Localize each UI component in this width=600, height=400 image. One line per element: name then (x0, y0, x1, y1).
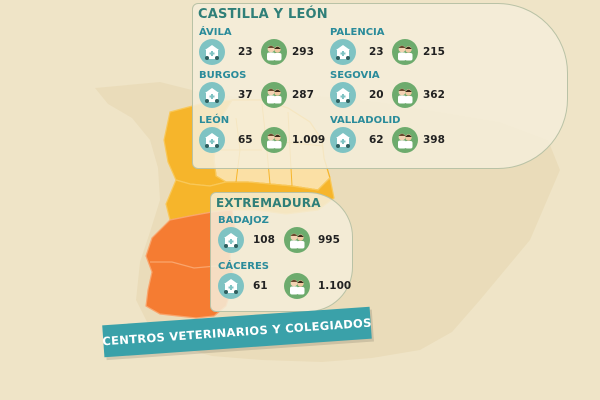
province-label: CÁCERES (218, 261, 269, 272)
veterinary-clinic-icon (330, 82, 356, 108)
province-label: PALENCIA (330, 27, 385, 38)
colegiados-count: 215 (423, 46, 445, 58)
province-label: VALLADOLID (330, 115, 401, 126)
veterinary-clinic-icon (330, 39, 356, 65)
province-label: BURGOS (199, 70, 247, 81)
veterinarians-icon (392, 39, 418, 65)
centros-count: 23 (238, 46, 253, 58)
veterinarians-icon (261, 127, 287, 153)
centros-count: 65 (238, 134, 253, 146)
veterinary-clinic-icon (218, 227, 244, 253)
centros-count: 20 (369, 89, 384, 101)
veterinary-clinic-icon (330, 127, 356, 153)
castilla-leon-panel: CASTILLA Y LEÓN (192, 3, 568, 169)
veterinarians-icon (261, 82, 287, 108)
province-label: LEÓN (199, 115, 230, 126)
province-label: ÁVILA (199, 27, 232, 38)
veterinary-clinic-icon (218, 273, 244, 299)
colegiados-count: 995 (318, 234, 340, 246)
centros-count: 23 (369, 46, 384, 58)
veterinarians-icon (261, 39, 287, 65)
colegiados-count: 1.100 (318, 280, 352, 292)
centros-count: 61 (253, 280, 268, 292)
colegiados-count: 287 (292, 89, 314, 101)
colegiados-count: 293 (292, 46, 314, 58)
colegiados-count: 398 (423, 134, 445, 146)
extremadura-title: EXTREMADURA (216, 196, 321, 210)
centros-count: 62 (369, 134, 384, 146)
veterinarians-icon (392, 127, 418, 153)
province-label: SEGOVIA (330, 70, 380, 81)
castilla-leon-title: CASTILLA Y LEÓN (198, 7, 328, 22)
veterinarians-icon (284, 273, 310, 299)
province-label: BADAJOZ (218, 215, 269, 226)
veterinary-clinic-icon (199, 39, 225, 65)
veterinary-clinic-icon (199, 82, 225, 108)
colegiados-count: 362 (423, 89, 445, 101)
centros-count: 37 (238, 89, 253, 101)
veterinarians-icon (284, 227, 310, 253)
centros-count: 108 (253, 234, 275, 246)
veterinary-clinic-icon (199, 127, 225, 153)
veterinarians-icon (392, 82, 418, 108)
colegiados-count: 1.009 (292, 134, 326, 146)
